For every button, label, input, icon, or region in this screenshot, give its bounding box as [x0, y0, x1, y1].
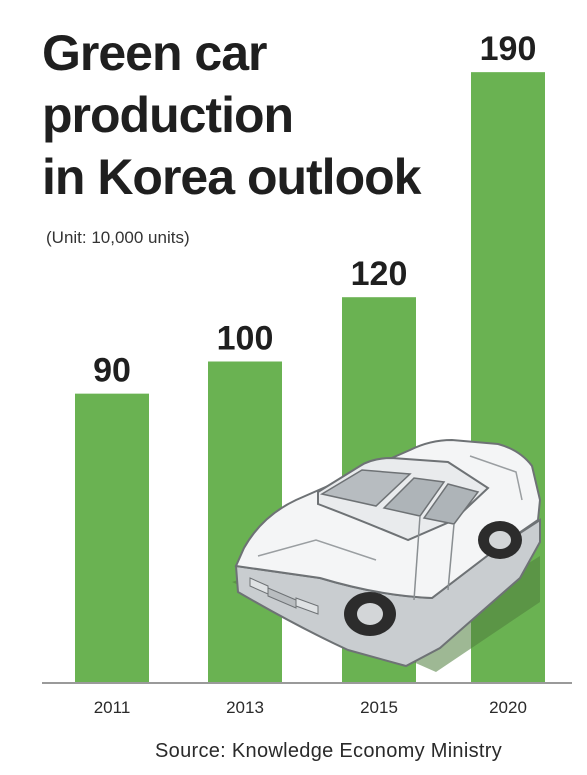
source-note: Source: Knowledge Economy Ministry	[155, 740, 503, 762]
tick-label-2013: 2013	[226, 698, 264, 717]
car-icon	[232, 438, 542, 672]
value-labels-group: 90 100 120 190	[93, 30, 537, 390]
value-label-2020: 190	[480, 30, 537, 68]
chart-title-line-2: production	[42, 87, 294, 143]
value-label-2013: 100	[217, 320, 274, 358]
chart-subtitle: (Unit: 10,000 units)	[46, 228, 190, 247]
tick-label-2020: 2020	[489, 698, 527, 717]
chart-title-line-3: in Korea outlook	[42, 149, 421, 205]
tick-labels-group: 2011 2013 2015 2020	[94, 698, 527, 717]
tick-label-2015: 2015	[360, 698, 398, 717]
value-label-2015: 120	[351, 255, 408, 293]
chart-title-line-1: Green car	[42, 25, 267, 81]
bar-2011	[75, 393, 149, 683]
tick-label-2011: 2011	[94, 698, 131, 717]
value-label-2011: 90	[93, 352, 131, 390]
chart-title: Green car production in Korea outlook	[42, 22, 462, 208]
